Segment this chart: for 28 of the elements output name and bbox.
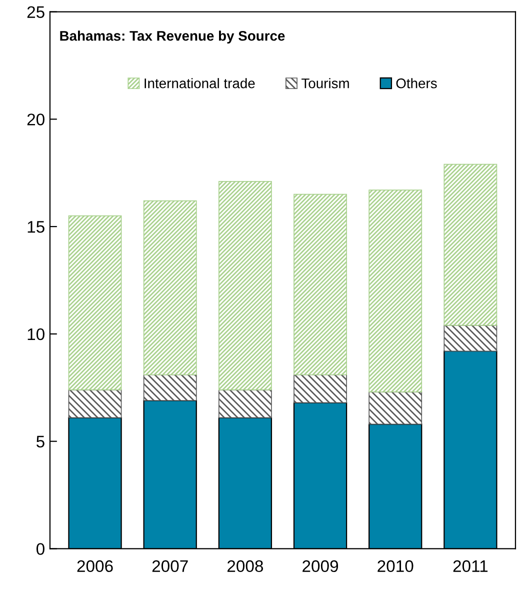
bar (294, 374, 347, 404)
bar (368, 190, 422, 392)
y-tick-label: 15 (28, 221, 44, 233)
x-tick-label: 2006 (77, 560, 113, 572)
bar (143, 200, 197, 376)
bar (444, 324, 498, 352)
bar (444, 164, 498, 326)
x-tick-label: 2009 (302, 560, 338, 572)
bar (218, 389, 272, 418)
bar (368, 392, 422, 425)
y-tick-label: 20 (27, 114, 44, 126)
y-tick-label: 0 (36, 543, 44, 555)
bar (218, 181, 272, 390)
legend-label: International trade (144, 78, 255, 88)
bar (294, 194, 347, 376)
text: Bahamas: Tax Revenue by Source (60, 30, 285, 44)
y-tick-label: 10 (28, 328, 44, 340)
bar (68, 215, 122, 390)
x-tick-label: 2010 (378, 560, 414, 572)
bar (68, 389, 122, 418)
x-tick-label: 2008 (227, 560, 263, 572)
y-tick-label: 25 (27, 6, 44, 18)
x-tick-label: 2007 (152, 560, 188, 572)
bar (143, 374, 197, 401)
legend-label: Tourism (302, 78, 349, 88)
legend-label: Others (396, 78, 437, 88)
y-tick-label: 5 (36, 436, 44, 448)
x-tick-label: 2011 (453, 560, 488, 572)
